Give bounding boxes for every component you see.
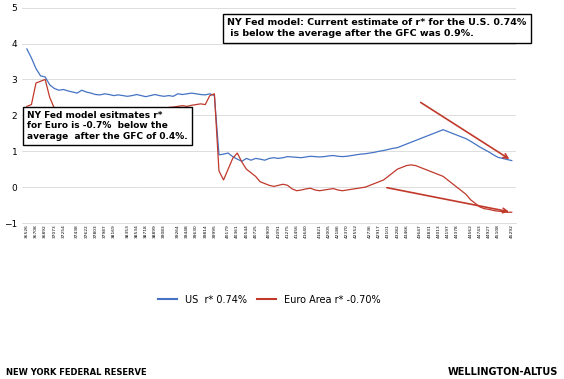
Text: WELLINGTON-ALTUS: WELLINGTON-ALTUS — [448, 367, 558, 377]
Text: NEW YORK FEDERAL RESERVE: NEW YORK FEDERAL RESERVE — [6, 368, 146, 377]
Text: NY Fed model esitmates r*
for Euro is -0.7%  below the
average  after the GFC of: NY Fed model esitmates r* for Euro is -0… — [27, 111, 188, 141]
Text: NY Fed model: Current estimate of r* for the U.S. 0.74%
 is below the average af: NY Fed model: Current estimate of r* for… — [227, 19, 527, 38]
Legend: US  r* 0.74%, Euro Area r* -0.70%: US r* 0.74%, Euro Area r* -0.70% — [154, 291, 385, 309]
